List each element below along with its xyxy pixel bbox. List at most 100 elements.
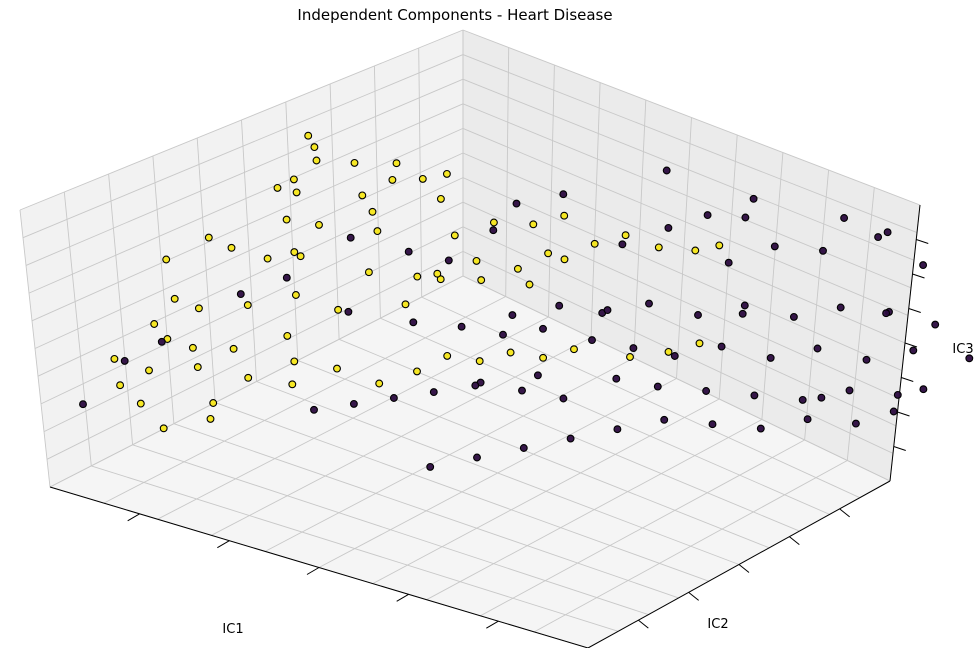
x-tick: [306, 567, 320, 575]
point-class-1: [442, 169, 451, 178]
point-class-0: [349, 399, 358, 408]
point-class-1: [334, 305, 343, 314]
point-class-1: [626, 353, 634, 361]
point-class-0: [717, 342, 726, 351]
point-class-1: [506, 348, 515, 357]
point-class-0: [738, 309, 747, 318]
wall-grid-line: [462, 78, 915, 261]
point-class-1: [358, 191, 367, 200]
point-class-1: [413, 367, 421, 376]
point-class-1: [472, 256, 481, 265]
point-class-1: [273, 183, 282, 192]
point-class-0: [653, 382, 662, 391]
point-class-0: [750, 391, 759, 400]
point-class-0: [874, 233, 883, 242]
point-class-1: [368, 207, 377, 216]
point-class-0: [613, 425, 622, 434]
point-class-1: [350, 158, 359, 167]
z-tick: [893, 446, 906, 451]
point-class-1: [170, 294, 179, 303]
point-class-0: [756, 424, 765, 433]
point-class-0: [770, 242, 779, 251]
y-tick: [789, 536, 800, 546]
floor-grid-line: [462, 275, 891, 482]
point-class-0: [555, 301, 564, 310]
floor-grid-line: [297, 359, 770, 549]
point-class-0: [845, 386, 854, 395]
point-class-0: [909, 346, 918, 355]
point-class-0: [429, 388, 438, 397]
point-class-1: [433, 269, 442, 278]
point-class-1: [150, 320, 159, 328]
point-class-1: [489, 218, 498, 227]
point-class-0: [662, 166, 671, 175]
floor-grid-line: [372, 398, 720, 584]
y-axis-label: IC2: [707, 617, 728, 632]
wall-grid-line: [22, 54, 464, 239]
point-class-0: [749, 194, 758, 203]
point-class-1: [227, 243, 236, 252]
y-tick: [738, 564, 750, 573]
wall-grid-line: [718, 134, 738, 400]
point-class-1: [413, 272, 422, 281]
point-class-0: [840, 214, 849, 222]
point-class-0: [512, 199, 521, 208]
point-class-0: [670, 352, 679, 360]
point-class-1: [477, 276, 486, 285]
point-class-0: [344, 307, 353, 316]
floor-grid-line: [421, 296, 860, 499]
point-class-1: [621, 231, 630, 240]
point-class-0: [819, 246, 827, 255]
point-class-0: [346, 233, 355, 242]
floor-grid-line: [533, 460, 848, 633]
point-class-0: [836, 303, 845, 312]
point-class-1: [209, 399, 218, 407]
point-class-1: [229, 344, 238, 353]
point-class-0: [893, 390, 902, 399]
floor-grid-line: [380, 317, 830, 515]
z-tick: [908, 308, 921, 313]
y-tick: [688, 591, 699, 601]
point-class-1: [204, 233, 213, 242]
point-class-0: [883, 228, 892, 237]
point-class-1: [116, 381, 125, 390]
axis-panes: [20, 30, 920, 648]
point-class-0: [817, 393, 826, 402]
point-class-0: [629, 344, 638, 353]
point-class-1: [291, 291, 300, 299]
floor-grid-line: [256, 381, 740, 565]
grid-lines: [19, 29, 921, 648]
point-class-1: [290, 357, 299, 366]
point-class-1: [590, 239, 599, 248]
point-class-0: [489, 226, 498, 235]
point-class-0: [660, 415, 669, 424]
point-class-1: [560, 255, 569, 264]
point-class-0: [236, 290, 245, 299]
wall-grid-line: [373, 65, 381, 319]
wall-grid-line: [34, 152, 464, 349]
point-class-0: [931, 320, 940, 329]
wall-grid-line: [31, 127, 464, 322]
point-class-1: [310, 143, 319, 152]
wall-grid-line: [462, 152, 906, 344]
point-class-1: [513, 264, 522, 273]
point-class-0: [508, 311, 517, 320]
point-class-1: [364, 268, 373, 277]
point-class-1: [243, 301, 252, 310]
wall-grid-line: [462, 29, 921, 206]
wall-grid-line: [462, 54, 918, 234]
point-class-1: [373, 227, 382, 236]
point-class-0: [741, 213, 750, 222]
point-class-0: [694, 311, 702, 319]
point-class-0: [724, 258, 733, 267]
data-points: [79, 131, 974, 471]
point-class-1: [475, 357, 484, 366]
point-class-0: [919, 385, 928, 394]
point-class-1: [193, 363, 202, 372]
point-class-1: [296, 252, 305, 261]
point-class-1: [418, 174, 427, 183]
left-back-pane: [20, 30, 463, 487]
y-tick: [638, 619, 649, 629]
point-class-0: [862, 355, 871, 364]
